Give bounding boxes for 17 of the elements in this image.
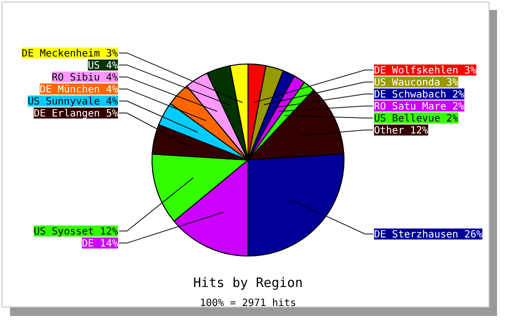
slice-label: DE Wolfskehlen 3% xyxy=(374,66,476,76)
slice-label: US Wauconda 3% xyxy=(374,78,458,88)
slice-label: RO Satu Mare 2% xyxy=(374,102,464,112)
text: 100% = 2971 hits xyxy=(200,298,296,309)
slice-label: RO Sibiu 4% xyxy=(52,72,118,84)
slice-label: DE 14% xyxy=(82,238,118,250)
slice-label: DE München 4% xyxy=(40,84,118,96)
slice-label: DE Sterzhausen 26% xyxy=(374,230,482,240)
text: Hits by Region xyxy=(193,276,303,291)
slice-label: US 4% xyxy=(88,60,118,72)
slice-label: Other 12% xyxy=(374,126,428,136)
slice-label: DE Schwabach 2% xyxy=(374,90,464,100)
slice-label: US Syosset 12% xyxy=(34,226,118,238)
slice-label: US Bellevue 2% xyxy=(374,114,458,124)
slice-label: DE Erlangen 5% xyxy=(34,108,118,120)
slice-label: DE Meckenheim 3% xyxy=(22,48,118,60)
slice-label: US Sunnyvale 4% xyxy=(28,96,118,108)
